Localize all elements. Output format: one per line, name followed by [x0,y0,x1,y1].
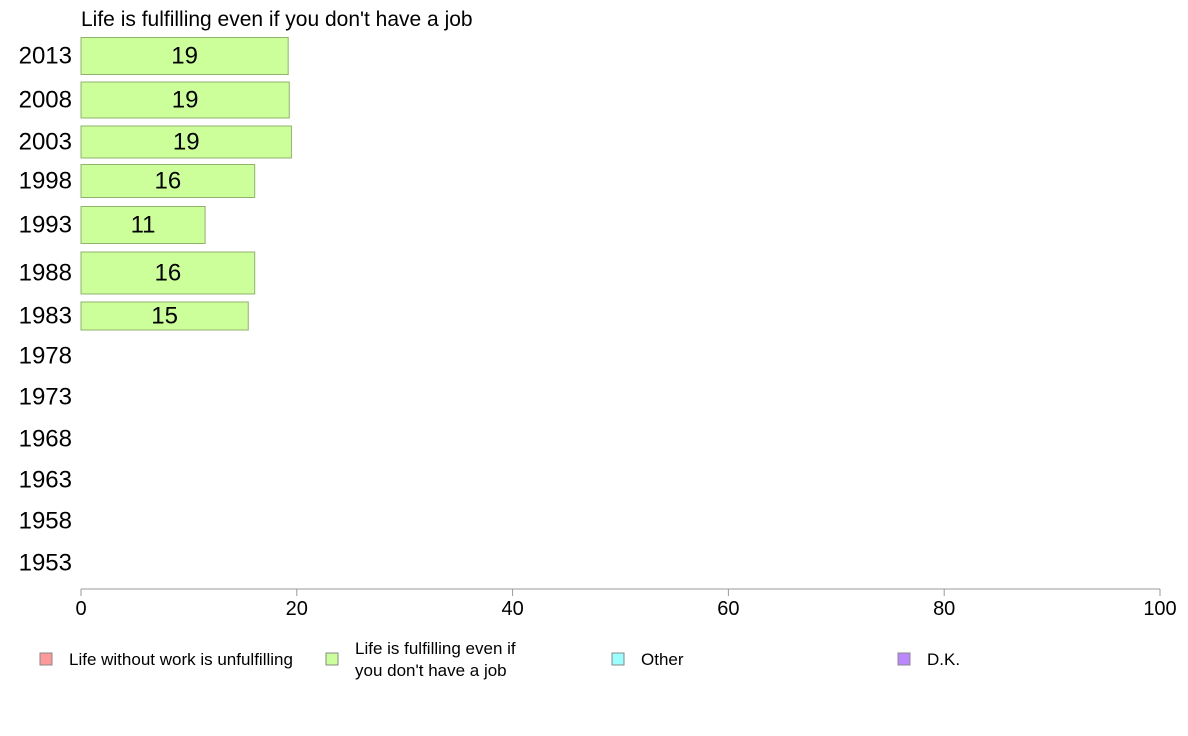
year-label: 2003 [19,129,72,156]
year-label: 1993 [19,212,72,239]
bar-value-label: 11 [131,212,156,239]
legend-swatch [325,652,339,666]
x-axis: 0 20 40 60 80 100 [75,588,1177,620]
x-tick-label: 20 [286,598,308,620]
bar [80,301,249,331]
year-label: 2013 [19,43,72,70]
bar [80,206,206,244]
bar [80,81,290,119]
year-label: 1963 [19,467,72,494]
legend-label: Life without work is unfulfilling [69,650,293,669]
bar-value-label: 19 [171,43,198,70]
legend-swatch [897,652,911,666]
legend-swatch [611,652,625,666]
year-label: 1953 [19,550,72,577]
bar-value-label: 19 [173,129,200,156]
x-tick-label: 0 [75,598,86,620]
legend-label: Other [641,650,684,669]
bar [80,125,292,159]
legend-swatch [39,652,53,666]
x-tick-label: 80 [933,598,955,620]
legend-label: Life is fulfilling even if you don't have… [355,639,516,680]
year-label: 1958 [19,508,72,535]
x-tick-label: 60 [717,598,739,620]
bar [80,251,256,295]
bar-value-label: 16 [155,260,182,287]
year-label: 1968 [19,426,72,453]
legend-label: D.K. [927,650,960,669]
year-label: 1973 [19,384,72,411]
bar-value-label: 15 [151,303,178,330]
year-label: 1983 [19,303,72,330]
bar-value-label: 19 [172,87,199,114]
year-label: 1978 [19,343,72,370]
year-label: 1998 [19,168,72,195]
legend: Life without work is unfulfilling Life is… [39,639,960,680]
year-labels-group: 2013 2008 2003 1998 1993 1988 1983 1978 1973 1968… [19,43,72,577]
bar-value-label: 16 [155,168,182,195]
bars-group: 19 19 19 16 11 16 15 [80,37,292,331]
bar [80,164,256,198]
bar [80,37,289,75]
chart-title: Life is fulfilling even if you don't hav… [81,8,473,31]
year-label: 2008 [19,87,72,114]
x-tick-label: 100 [1143,598,1176,620]
year-label: 1988 [19,260,72,287]
x-tick-label: 40 [501,598,523,620]
